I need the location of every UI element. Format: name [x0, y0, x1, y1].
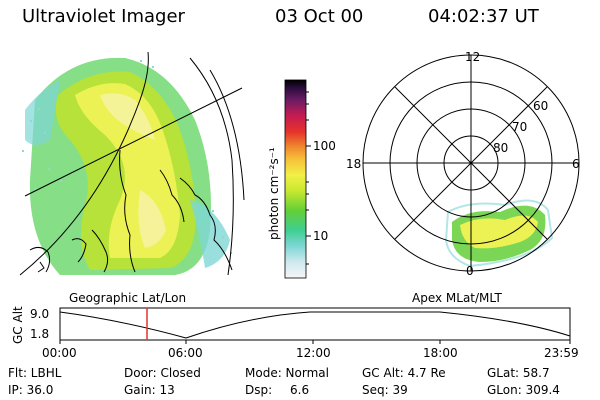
mlt-label-12: 12: [465, 50, 480, 64]
apex-panel-label: Apex MLat/MLT: [412, 291, 502, 305]
geo-aurora-image: [25, 57, 230, 275]
timeline-frame: [59, 307, 571, 341]
info-door: Door: Closed: [124, 366, 201, 380]
lat-label-80: 80: [493, 141, 508, 155]
header-time: 04:02:37 UT: [428, 6, 539, 27]
info-dsp-value: 6.6: [290, 383, 309, 397]
info-seq: Seq: 39: [362, 383, 408, 397]
mlt-label-0: 0: [466, 264, 474, 278]
timeline-axis-label: GC Alt: [11, 306, 25, 344]
header-date: 03 Oct 00: [275, 6, 364, 27]
mlt-label-6: 6: [572, 157, 580, 171]
header-title: Ultraviolet Imager: [22, 6, 185, 27]
colorbar-tick-10: 10: [313, 229, 328, 243]
coastlines: [29, 149, 233, 273]
timeline-x-1200: 12:00: [296, 346, 331, 360]
timeline-y-max: 9.0: [30, 307, 49, 321]
colorbar-ticks: [306, 91, 311, 265]
info-mode: Mode: Normal: [245, 366, 329, 380]
geo-graticule: [19, 51, 245, 276]
info-gain: Gain: 13: [124, 383, 175, 397]
timeline-x-0000: 00:00: [42, 346, 77, 360]
geo-panel-label: Geographic Lat/Lon: [69, 291, 187, 305]
polar-plot: [362, 54, 580, 272]
timeline-x-ticks: [59, 340, 571, 344]
info-glon: GLon: 309.4: [487, 383, 560, 397]
timeline-x-2359: 23:59: [544, 346, 579, 360]
info-ip: IP: 36.0: [8, 383, 53, 397]
mlt-label-18: 18: [346, 157, 361, 171]
lat-label-60: 60: [533, 99, 548, 113]
colorbar-tick-100: 100: [313, 139, 336, 153]
timeline-x-1800: 18:00: [423, 346, 458, 360]
timeline-y-min: 1.8: [30, 327, 49, 341]
timeline-x-0600: 06:00: [168, 346, 203, 360]
info-glat: GLat: 58.7: [487, 366, 550, 380]
info-dsp-label: Dsp:: [245, 383, 272, 397]
colorbar-unit-label: photon cm⁻²s⁻¹: [267, 147, 281, 240]
colorbar: [284, 79, 307, 279]
lat-label-70: 70: [512, 120, 527, 134]
info-filter: Flt: LBHL: [8, 366, 62, 380]
gc-alt-curve: [59, 311, 571, 339]
info-gc-alt: GC Alt: 4.7 Re: [362, 366, 446, 380]
